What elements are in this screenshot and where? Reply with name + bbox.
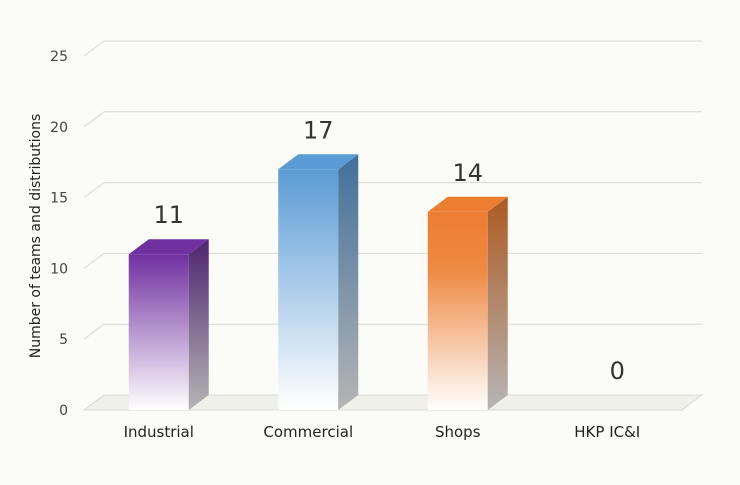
y-tick-label: 5 (59, 332, 68, 348)
gridline-diagonal (83, 40, 105, 57)
bar (278, 154, 359, 410)
bar-front (128, 254, 189, 410)
bar-front (278, 169, 339, 410)
data-label: 17 (303, 116, 334, 144)
gridline-diagonal (83, 111, 105, 128)
x-tick-label: Commercial (263, 423, 353, 441)
bar-side (487, 196, 508, 410)
gridline-diagonal (83, 182, 105, 199)
gridlines (83, 40, 702, 340)
bar-front (427, 211, 488, 410)
bar (128, 239, 209, 410)
x-tick-label: HKP IC&I (574, 423, 640, 441)
y-axis-ticks: 0 5 10 15 20 25 (50, 49, 68, 419)
bar-side (338, 154, 359, 410)
y-tick-label: 20 (50, 120, 68, 136)
y-tick-label: 0 (59, 403, 68, 419)
bar-side (188, 239, 209, 410)
y-tick-label: 25 (50, 49, 68, 65)
gridline-diagonal (83, 323, 105, 340)
data-label: 0 (610, 357, 625, 385)
bar (427, 196, 508, 410)
bar-top (278, 154, 359, 170)
data-label: 14 (452, 159, 483, 187)
data-label: 11 (153, 201, 184, 229)
y-tick-label: 15 (50, 191, 68, 207)
gridline-diagonal (83, 252, 105, 269)
bar-top (128, 239, 209, 255)
x-tick-label: Industrial (124, 423, 194, 441)
y-tick-label: 10 (50, 261, 68, 277)
y-axis-label: Number of teams and distributions (28, 114, 44, 359)
x-tick-label: Shops (435, 423, 481, 441)
x-axis-labels: Industrial Commercial Shops HKP IC&I (124, 423, 641, 441)
bar-top (427, 196, 508, 212)
bars: 11 17 14 0 (128, 116, 625, 410)
